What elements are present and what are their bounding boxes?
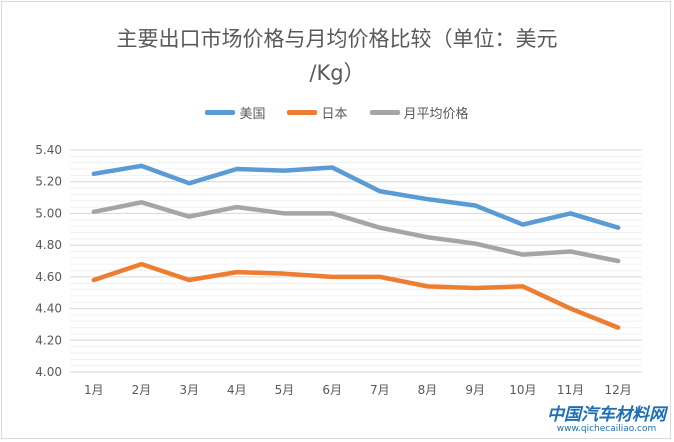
x-tick-label: 2月 [132,383,152,397]
x-tick-label: 8月 [418,383,438,397]
series-line-1 [91,261,621,330]
legend-swatch [287,110,318,115]
series-line-0 [91,163,621,230]
x-tick-label: 7月 [370,383,390,397]
x-tick-label: 9月 [465,383,485,397]
watermark-name: 中国汽车材料网 [547,405,666,425]
y-tick-label: 4.40 [35,302,62,316]
y-tick-label: 4.20 [35,333,62,347]
y-tick-label: 4.60 [35,270,62,284]
x-tick-label: 6月 [322,383,342,397]
watermark-url: www.qichecailiao.com [556,423,657,434]
y-tick-label: 4.00 [35,365,62,379]
x-tick-label: 12月 [605,383,632,397]
legend-label: 日本 [321,107,348,122]
chart-title-line-2: /Kg） [309,61,365,85]
x-tick-label: 3月 [179,383,199,397]
watermark: 中国汽车材料网 www.qichecailiao.com [547,406,666,435]
legend: 美国 日本 月平均价格 [0,103,674,122]
x-tick-label: 11月 [557,383,584,397]
y-tick-label: 5.00 [35,206,62,220]
y-tick-label: 4.80 [35,238,62,252]
legend-item: 美国 [205,103,265,122]
x-tick-label: 1月 [84,383,104,397]
chart-title: 主要出口市场价格与月均价格比较（单位：美元 /Kg） [10,22,664,90]
legend-swatch [205,110,236,115]
chart-title-line-1: 主要出口市场价格与月均价格比较（单位：美元 [116,27,558,51]
legend-item: 日本 [287,103,348,122]
x-tick-label: 5月 [275,383,295,397]
x-tick-label: 10月 [509,383,536,397]
legend-label: 美国 [239,107,266,122]
legend-swatch [369,110,400,115]
y-tick-label: 5.20 [35,175,62,189]
y-tick-label: 5.40 [35,143,62,157]
series-line-2 [91,200,621,264]
legend-label: 月平均价格 [403,107,469,122]
x-tick-label: 4月 [227,383,247,397]
legend-item: 月平均价格 [369,103,469,122]
